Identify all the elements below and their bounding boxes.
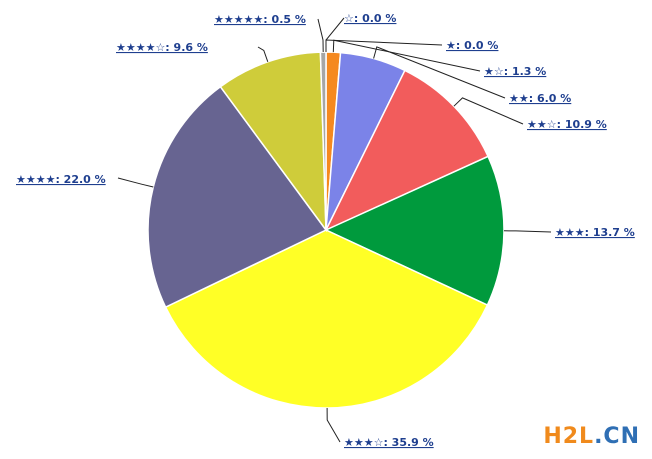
leader-line <box>332 39 481 72</box>
slice-label: ★★☆: 10.9 % <box>527 118 607 131</box>
slice-label: ★★★: 13.7 % <box>555 226 635 239</box>
leader-line <box>373 46 506 99</box>
leader-line <box>317 18 324 53</box>
slice-label: ☆: 0.0 % <box>344 12 396 25</box>
leader-line <box>325 39 443 52</box>
slice-label: ★★★★★: 0.5 % <box>214 13 306 26</box>
leader-line <box>326 407 341 443</box>
leader-line <box>117 177 154 188</box>
watermark-part1: H2L <box>543 424 595 449</box>
slice-label: ★☆: 1.3 % <box>484 65 546 78</box>
slice-labels: ☆: 0.0 % ★: 0.0 % ★☆: 1.3 % ★★: 6.0 % ★★☆: 1… <box>16 12 635 449</box>
leader-line <box>325 17 345 52</box>
watermark-logo: H2L.CN <box>543 424 640 449</box>
slice-label: ★★★★☆: 9.6 % <box>116 41 208 54</box>
pie-slice <box>147 85 328 309</box>
pie-slice <box>324 69 490 232</box>
leader-line <box>453 97 524 125</box>
slice-label: ★: 0.0 % <box>446 39 498 52</box>
leader-line <box>503 230 552 233</box>
pie-slice <box>324 155 505 307</box>
slice-label: ★★★★: 22.0 % <box>16 173 106 186</box>
watermark-part2: .CN <box>594 424 640 449</box>
slice-label: ★★: 6.0 % <box>509 92 571 105</box>
slice-label: ★★★☆: 35.9 % <box>344 436 434 449</box>
pie-slice <box>164 229 489 409</box>
leader-line <box>257 46 269 62</box>
pie-slices <box>147 51 505 409</box>
leader-lines <box>117 17 552 443</box>
